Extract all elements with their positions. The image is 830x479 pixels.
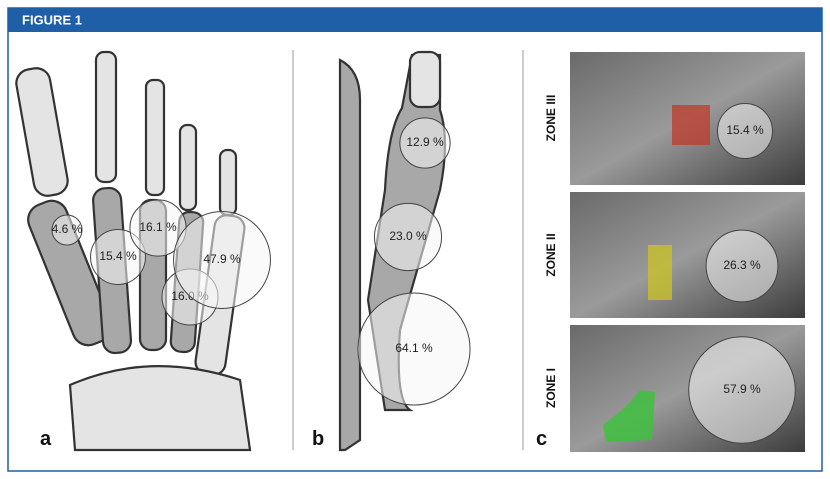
fracture-circle — [90, 229, 146, 285]
fracture-circle — [357, 292, 471, 406]
header-bar — [8, 8, 822, 32]
panel-letter: a — [40, 428, 52, 450]
panel-letter: b — [312, 428, 324, 450]
fracture-circle — [373, 202, 443, 272]
zone-label: ZONE III — [544, 95, 558, 142]
figure-title: FIGURE 1 — [22, 12, 82, 27]
zone-label: ZONE II — [544, 233, 558, 276]
percent-label: 15.4 % — [726, 123, 764, 137]
percent-label: 57.9 % — [723, 382, 761, 396]
fracture-circle — [51, 214, 83, 246]
percent-label: 26.3 % — [723, 258, 761, 272]
fracture-circle — [705, 229, 779, 303]
panel-letter: c — [536, 428, 547, 450]
percent-label: 23.0 % — [389, 229, 427, 243]
percent-label: 15.4 % — [99, 249, 137, 263]
fracture-circle — [399, 117, 451, 169]
percent-label: 12.9 % — [406, 135, 444, 149]
percent-label: 64.1 % — [395, 341, 433, 355]
fracture-circle — [717, 103, 773, 159]
zone-label: ZONE I — [544, 368, 558, 408]
percent-label: 16.1 % — [139, 220, 177, 234]
percent-label: 47.9 % — [203, 252, 241, 266]
fracture-circle — [173, 211, 271, 309]
fracture-circle — [688, 336, 796, 444]
percent-label: 4.6 % — [52, 222, 83, 236]
